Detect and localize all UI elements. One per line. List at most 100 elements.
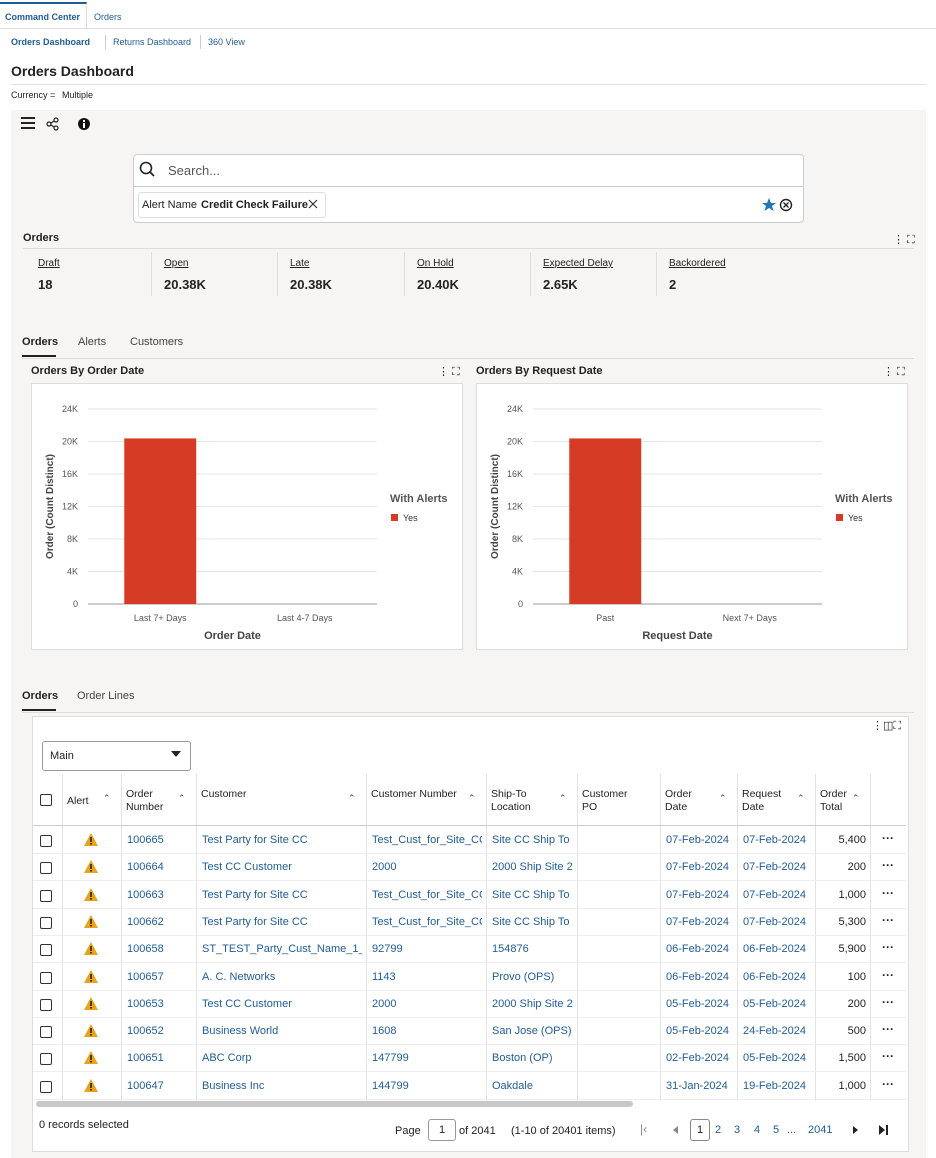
header-checkbox[interactable] (40, 794, 52, 806)
table-cell[interactable]: Test_Cust_for_Site_CC (372, 834, 482, 846)
column-header[interactable]: Request Date (742, 788, 782, 813)
table-cell[interactable]: 92799 (372, 943, 403, 956)
table-cell[interactable]: Test CC Customer (202, 997, 292, 1010)
page-link[interactable]: 1 (690, 1119, 710, 1141)
last-page[interactable] (878, 1125, 890, 1135)
page-link[interactable]: 3 (734, 1124, 741, 1136)
scrollbar[interactable] (36, 1101, 633, 1107)
row-actions[interactable]: ··· (882, 967, 894, 982)
sort-icon[interactable]: ⌃ (719, 793, 727, 803)
row-checkbox[interactable] (40, 944, 52, 957)
sort-icon[interactable]: ⌃ (103, 793, 111, 803)
row-actions[interactable]: ··· (882, 1076, 894, 1091)
table-cell[interactable]: 100657 (127, 970, 164, 983)
metric-label[interactable]: Backordered (669, 258, 726, 269)
page-link[interactable]: ... (787, 1124, 797, 1136)
column-header[interactable]: Order Number (126, 788, 164, 813)
table-cell[interactable]: Site CC Ship To (492, 888, 570, 901)
table-cell[interactable]: 144799 (372, 1079, 409, 1092)
metric-label[interactable]: Open (164, 258, 189, 269)
table-cell[interactable]: Business Inc (202, 1079, 265, 1092)
table-cell[interactable]: Oakdale (492, 1079, 533, 1092)
metric-label[interactable]: Expected Delay (543, 258, 614, 269)
page-link[interactable]: 2041 (808, 1124, 833, 1136)
panel-actions[interactable]: ⋮ ⛶ (438, 366, 460, 378)
column-header[interactable]: Ship-To Location (491, 788, 531, 813)
page-link[interactable]: 2 (715, 1124, 722, 1136)
metric-label[interactable]: On Hold (417, 258, 454, 269)
table-cell[interactable]: 100651 (127, 1052, 164, 1065)
table-cell[interactable]: A. C. Networks (202, 970, 276, 983)
table-cell[interactable]: 2000 Ship Site 2 (492, 861, 573, 874)
table-cell[interactable]: 100662 (127, 915, 164, 928)
table-cell[interactable]: 154876 (492, 943, 529, 956)
filter-chip[interactable] (138, 192, 326, 218)
column-header[interactable]: Customer PO (582, 788, 628, 813)
row-checkbox[interactable] (40, 1053, 52, 1066)
table-cell[interactable]: Test_Cust_for_Site_CC (372, 915, 482, 928)
table-cell[interactable]: 147799 (372, 1052, 409, 1065)
page-link[interactable]: 5 (773, 1124, 780, 1136)
panel-actions[interactable]: ⋮◫⛶ (872, 720, 902, 732)
menu-icon[interactable] (21, 117, 35, 129)
remove-filter[interactable] (307, 198, 319, 210)
sort-icon[interactable]: ⌃ (468, 793, 476, 803)
search-box[interactable] (133, 154, 804, 223)
metric-label[interactable]: Late (290, 258, 310, 269)
chart-tab[interactable]: Orders (22, 336, 59, 348)
table-cell[interactable]: ABC Corp (202, 1052, 252, 1065)
row-actions[interactable]: ··· (882, 994, 894, 1009)
table-cell[interactable]: Test_Cust_for_Site_CC (372, 888, 482, 901)
table-cell[interactable]: 1143 (372, 970, 396, 983)
row-actions[interactable]: ··· (882, 912, 894, 927)
row-checkbox[interactable] (40, 1026, 52, 1039)
page-link[interactable]: 4 (754, 1124, 761, 1136)
row-actions[interactable]: ··· (882, 1049, 894, 1064)
row-checkbox[interactable] (40, 971, 52, 984)
clear-icon[interactable] (779, 198, 793, 212)
table-cell[interactable]: Test Party for Site CC (202, 834, 308, 846)
table-cell[interactable]: Provo (OPS) (492, 970, 555, 983)
chart-tab[interactable]: Alerts (78, 336, 107, 348)
sort-icon[interactable]: ⌃ (852, 793, 860, 803)
table-cell[interactable]: Test CC Customer (202, 861, 292, 874)
row-checkbox[interactable] (40, 1080, 52, 1093)
next-page[interactable] (851, 1126, 859, 1134)
row-actions[interactable]: ··· (882, 858, 894, 873)
table-cell[interactable]: 2000 Ship Site 2 (492, 997, 573, 1010)
table-cell[interactable]: 2000 (372, 861, 397, 874)
panel-actions[interactable]: ⋮ ⛶ (883, 366, 905, 378)
table-cell[interactable]: 100653 (127, 997, 164, 1010)
row-checkbox[interactable] (40, 916, 52, 929)
table-cell[interactable]: Test Party for Site CC (202, 915, 308, 928)
view-select[interactable] (42, 741, 191, 771)
row-actions[interactable]: ··· (882, 940, 894, 955)
table-cell[interactable]: 1608 (372, 1025, 397, 1038)
table-cell[interactable]: 100647 (127, 1079, 164, 1092)
page-input[interactable]: 1 (428, 1119, 456, 1141)
table-cell[interactable]: 100663 (127, 888, 164, 901)
table-cell[interactable]: Test Party for Site CC (202, 888, 308, 901)
table-cell[interactable]: Boston (OP) (492, 1052, 553, 1065)
table-cell[interactable]: Site CC Ship To (492, 915, 570, 928)
subtab[interactable]: Orders Dashboard (11, 37, 91, 47)
table-cell[interactable]: 2000 (372, 997, 397, 1010)
row-checkbox[interactable] (40, 889, 52, 902)
sort-icon[interactable]: ⌃ (797, 793, 805, 803)
table-cell[interactable]: 100658 (127, 943, 164, 956)
metric-label[interactable]: Draft (38, 258, 60, 269)
panel-actions[interactable]: ⋮ ⛶ (893, 234, 915, 246)
table-cell[interactable]: ST_TEST_Party_Cust_Name_1_1 (202, 943, 362, 956)
search-placeholder[interactable]: Search... (168, 163, 221, 178)
row-checkbox[interactable] (40, 862, 52, 875)
favorite-icon[interactable] (762, 198, 776, 211)
row-checkbox[interactable] (40, 835, 52, 847)
table-cell[interactable]: Site CC Ship To (492, 834, 570, 846)
first-page[interactable]: |‹ (640, 1122, 648, 1136)
column-header[interactable]: Alert (67, 795, 89, 807)
table-tab[interactable]: Orders (22, 690, 59, 702)
table-tab[interactable]: Order Lines (77, 690, 135, 702)
column-header[interactable]: Order Date (665, 788, 692, 813)
table-cell[interactable]: San Jose (OPS) (492, 1025, 572, 1038)
sort-icon[interactable]: ⌃ (178, 793, 186, 803)
